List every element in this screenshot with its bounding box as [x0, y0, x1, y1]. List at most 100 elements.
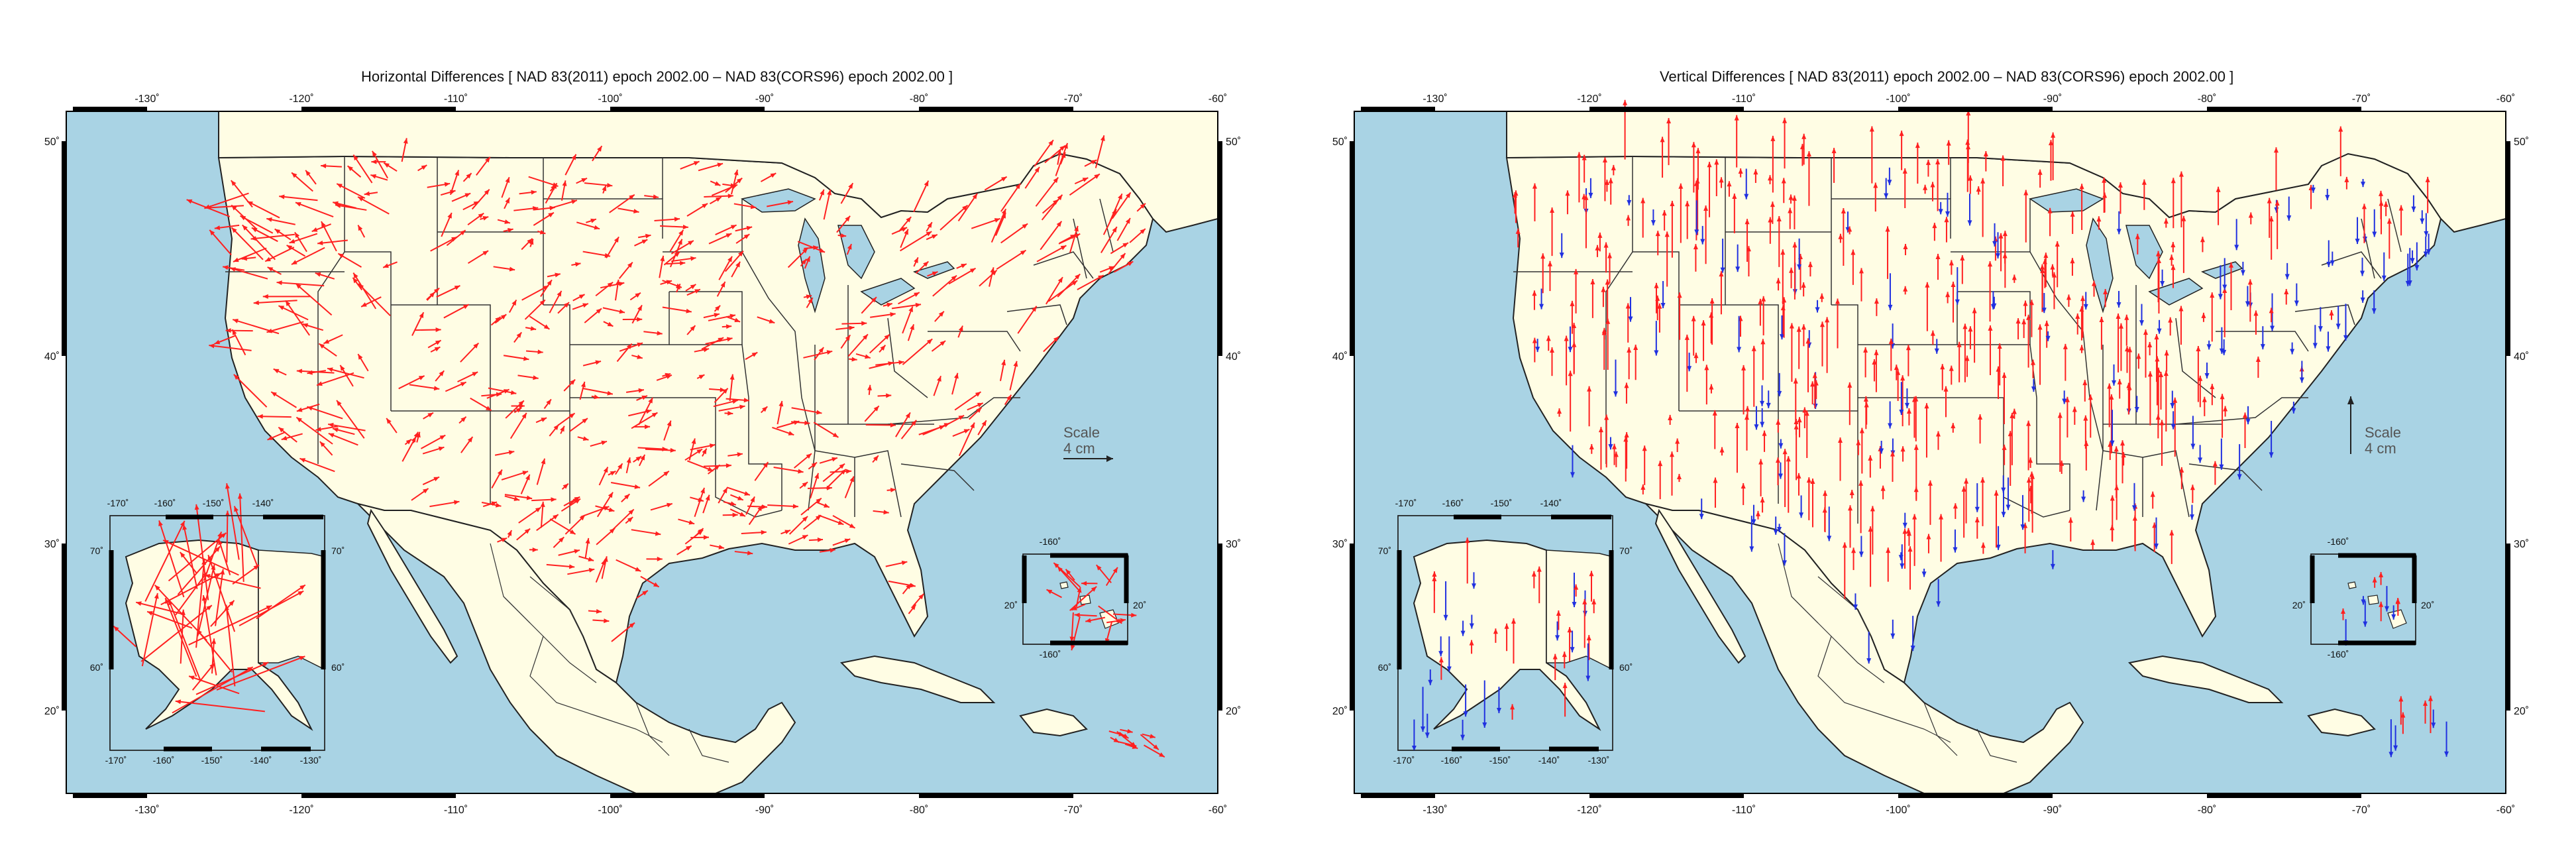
horizontal-vector-head	[262, 294, 268, 299]
vertical-down-vector-head	[2218, 294, 2223, 300]
vertical-up-vector-head	[2118, 182, 2123, 188]
vertical-up-vector	[2156, 251, 2161, 303]
vertical-up-vector-head	[2273, 147, 2279, 153]
vertical-up-vector-head	[2047, 207, 2053, 213]
horizontal-vector-head	[295, 202, 301, 207]
alaska-vertical-down-vector	[1472, 572, 1477, 589]
hawaii-top-tick-label: -160˚	[1040, 536, 1061, 547]
horizontal-vector	[1047, 280, 1078, 302]
vertical-down-vector-head	[1778, 473, 1783, 479]
vertical-up-vector	[2047, 207, 2053, 237]
vertical-up-vector-head	[1831, 148, 1837, 154]
vertical-down-vector-head	[2157, 328, 2162, 334]
horizontal-vector-head	[358, 196, 364, 201]
vertical-up-vector-head	[1899, 131, 1904, 137]
horizontal-vector-head	[691, 438, 696, 445]
horizontal-vector-head	[732, 399, 738, 404]
horizontal-vector	[690, 496, 704, 502]
vertical-up-vector	[2154, 334, 2159, 382]
vertical-up-vector	[2010, 412, 2015, 465]
vertical-up-vector-head	[2070, 258, 2075, 264]
horizontal-vector	[386, 418, 398, 433]
horizontal-vector-shaft	[229, 267, 268, 280]
horizontal-vector-head	[793, 420, 800, 426]
vertical-up-vector-head	[1738, 168, 1743, 174]
horizontal-vector-head	[594, 225, 600, 230]
vertical-up-vector	[1709, 298, 1715, 345]
horizontal-vector	[685, 284, 696, 292]
horizontal-vector	[1036, 245, 1067, 262]
horizontal-vector-head	[1127, 261, 1134, 266]
left-tick-label: 40˚	[44, 351, 60, 363]
alaska-top-tick-label: -150˚	[203, 498, 225, 508]
horizontal-vector-head	[503, 389, 510, 394]
vertical-up-vector-head	[2150, 491, 2155, 497]
vertical-up-vector-head	[1613, 451, 1619, 457]
horizontal-vector	[933, 375, 941, 396]
left-tick-label: 30˚	[1332, 539, 1348, 550]
horizontal-vector	[569, 497, 579, 505]
horizontal-vector-head	[761, 530, 767, 535]
horizontal-vector-shaft	[327, 367, 364, 379]
horizontal-vector-head	[814, 473, 819, 479]
horizontal-vector	[865, 422, 896, 428]
vertical-up-vector-head	[2124, 346, 2129, 352]
horizontal-vector	[246, 200, 280, 219]
vertical-up-vector-head	[2178, 306, 2184, 312]
vertical-up-vector-head	[1608, 178, 1613, 184]
horizontal-vector-head	[466, 173, 472, 179]
vertical-down-vector-head	[1735, 266, 1741, 272]
vertical-up-vector	[1675, 438, 1680, 453]
vertical-up-vector-head	[2044, 320, 2049, 326]
hispaniola-island	[2307, 708, 2376, 737]
vertical-up-vector	[1770, 201, 1775, 224]
vertical-up-vector	[2156, 367, 2161, 426]
vertical-up-vector-head	[2344, 176, 2349, 182]
horizontal-vector	[305, 170, 317, 185]
horizontal-vector	[609, 194, 635, 213]
vertical-up-vector-head	[1654, 282, 1659, 288]
vertical-up-vector-head	[1961, 486, 1966, 492]
vertical-up-vector-head	[1894, 365, 1899, 371]
caribbean-vertical-vector	[2398, 696, 2404, 725]
horizontal-vector-head	[840, 233, 847, 238]
top-tick-label: -110˚	[1732, 93, 1756, 105]
alaska-horizontal-vector-head	[229, 600, 235, 606]
horizontal-vector-head	[637, 305, 642, 312]
horizontal-vector-head	[847, 244, 852, 250]
vertical-up-vector-head	[2135, 233, 2140, 239]
vertical-up-vector	[1640, 484, 1646, 494]
vertical-up-vector	[2329, 310, 2334, 320]
vertical-up-vector-head	[1601, 327, 1607, 333]
horizontal-vector-head	[802, 482, 808, 487]
vertical-up-vector-head	[2243, 412, 2248, 418]
vertical-down-vector	[2361, 178, 2366, 188]
vertical-up-vector	[1863, 347, 1868, 378]
vertical-up-vector-head	[1587, 386, 1592, 392]
alaska-vertical-up-vector-head	[1493, 628, 1498, 634]
horizontal-vector	[710, 196, 722, 205]
horizontal-vector-shaft	[209, 229, 232, 256]
vertical-up-vector-head	[1968, 175, 1973, 181]
horizontal-vector	[631, 529, 661, 536]
vertical-down-vector	[2284, 262, 2290, 280]
horizontal-vector	[631, 412, 658, 430]
bottom-tick-label: -130˚	[1422, 805, 1447, 816]
vertical-up-vector-head	[1976, 186, 1981, 192]
vertical-up-vector	[1903, 286, 1908, 295]
horizontal-vector-head	[317, 241, 323, 245]
horizontal-vector-head	[572, 497, 578, 503]
alaska-inset	[1397, 515, 1613, 751]
scale-arrowhead	[1106, 455, 1113, 462]
vertical-down-vector-head	[2407, 280, 2412, 286]
vertical-up-vector-head	[1570, 300, 1575, 306]
vertical-up-vector	[1782, 297, 1787, 338]
alaska-bottom-tick-label: -170˚	[1393, 755, 1415, 766]
horizontal-vector	[659, 255, 665, 278]
vertical-up-vector-head	[1714, 159, 1719, 165]
alaska-vertical-up-vector	[1552, 654, 1558, 681]
vertical-up-vector-head	[1983, 151, 1988, 157]
horizontal-vector	[503, 227, 513, 233]
vertical-up-vector	[1755, 510, 1760, 520]
map-axis-ticks: -130˚ -120˚ -110˚ -100˚ -90˚ -80˚ -70˚ -60˚-130…	[44, 93, 1241, 816]
